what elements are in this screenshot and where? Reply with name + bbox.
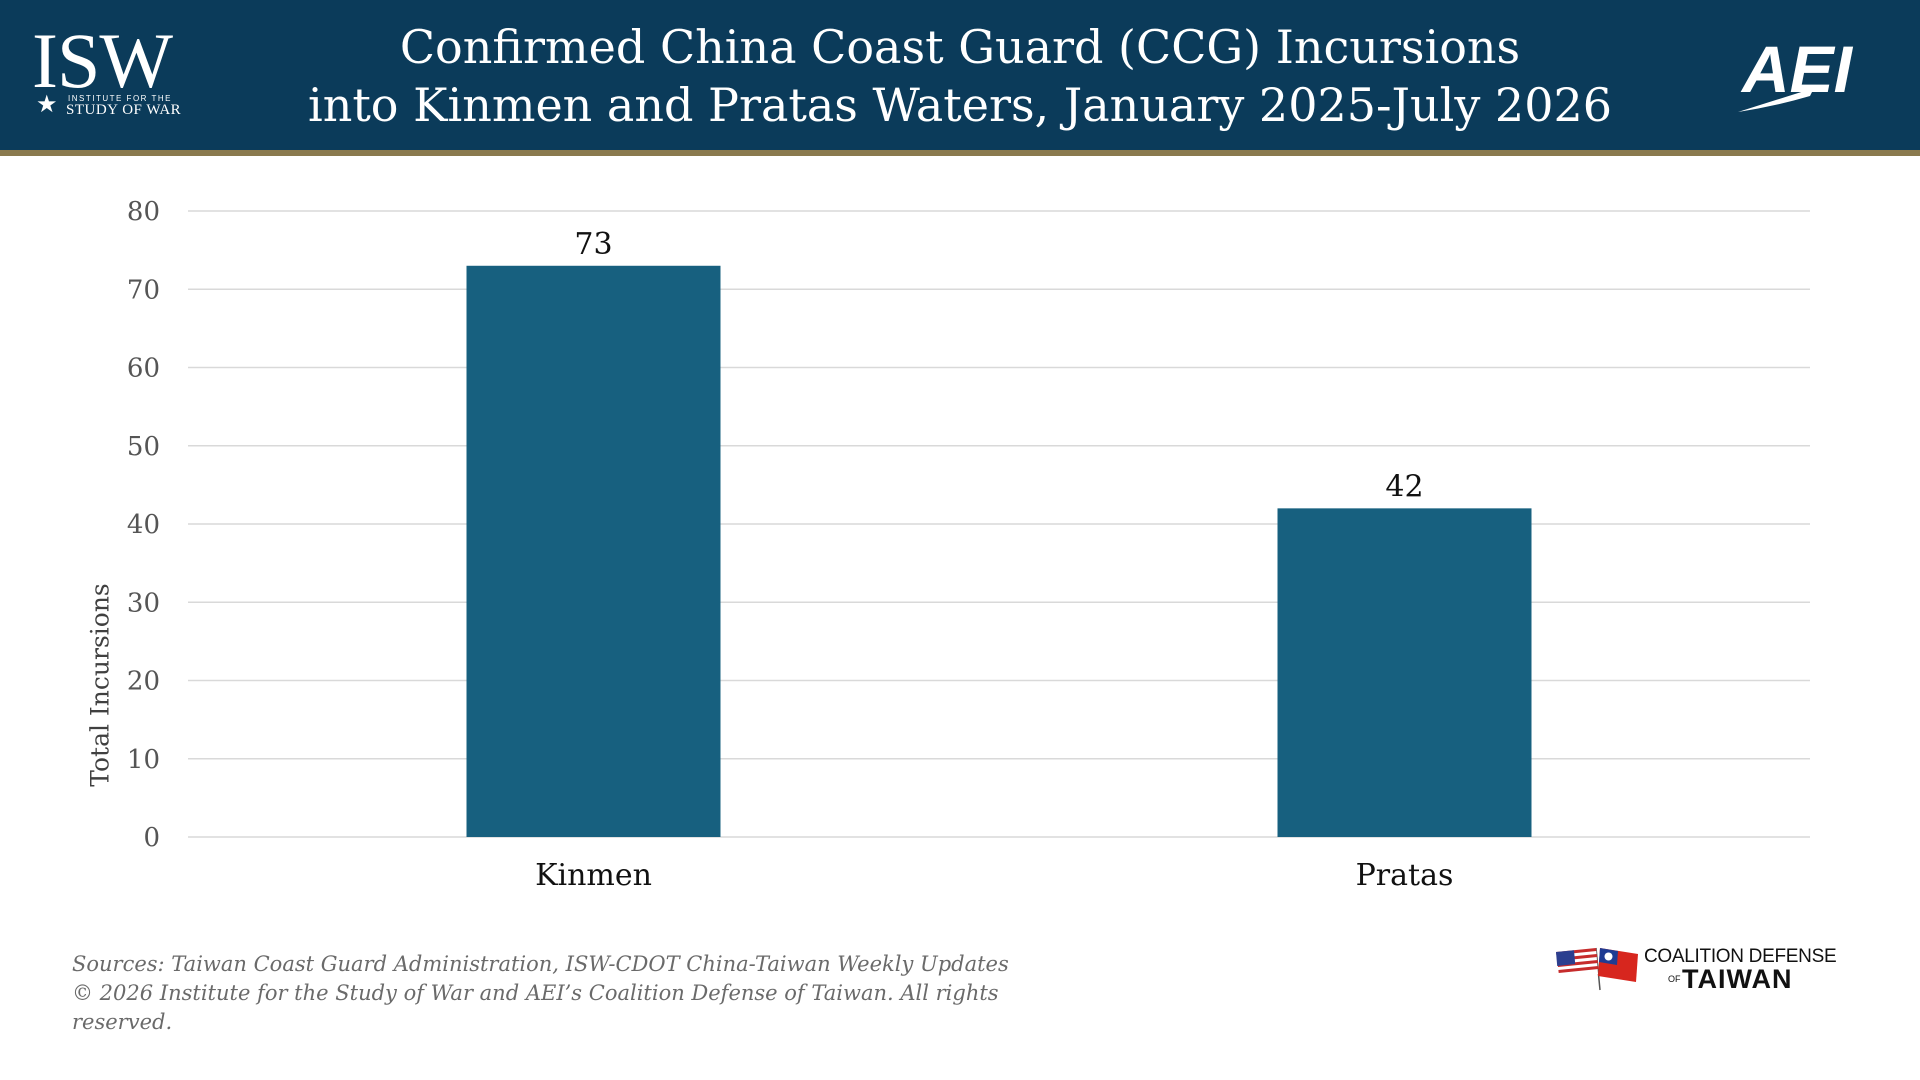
aei-logo: AEI (1738, 32, 1854, 112)
y-axis-label: Total Incursions (85, 583, 115, 787)
sources-line-1: Sources: Taiwan Coast Guard Administrati… (72, 952, 1009, 976)
y-tick-label: 0 (143, 823, 160, 853)
chart-title-line-1: Confirmed China Coast Guard (CCG) Incurs… (399, 20, 1521, 74)
copyright-line-3: reserved. (72, 1010, 173, 1034)
y-tick-label: 10 (127, 745, 160, 775)
cdt-logo-line-1: COALITION DEFENSE (1644, 946, 1837, 967)
cdt-logo-line-2: TAIWAN (1682, 964, 1793, 994)
aei-logo-text: AEI (1740, 32, 1854, 106)
x-tick-label: Kinmen (535, 858, 652, 893)
x-tick-label: Pratas (1356, 858, 1454, 893)
header-divider (0, 150, 1920, 156)
chart-area: 0 10 20 30 40 50 60 70 80 73 Kinmen 42 Pratas Total … (0, 160, 1920, 920)
cdt-logo-of: OF (1668, 974, 1681, 984)
header-banner: ISW ★ INSTITUTE FOR THE STUDY OF WAR Con… (0, 0, 1920, 150)
chart-title-line-2: into Kinmen and Pratas Waters, January 2… (307, 78, 1612, 132)
y-tick-label: 70 (127, 275, 160, 305)
data-label: 73 (574, 227, 612, 262)
taiwan-flag-icon (1598, 948, 1638, 982)
y-tick-label: 20 (127, 667, 160, 697)
flags-icon (1556, 947, 1638, 991)
copyright-line-2: © 2026 Institute for the Study of War an… (72, 981, 999, 1005)
isw-logo-letters: ISW (32, 17, 173, 104)
star-icon: ★ (36, 90, 58, 118)
y-tick-label: 80 (127, 197, 160, 227)
y-tick-label: 60 (127, 354, 160, 384)
isw-logo: ISW ★ INSTITUTE FOR THE STUDY OF WAR (32, 22, 212, 122)
sources-note: Sources: Taiwan Coast Guard Administrati… (72, 950, 1072, 1037)
y-tick-label: 30 (127, 588, 160, 618)
bar-kinmen (466, 265, 721, 837)
data-label: 42 (1385, 469, 1423, 504)
bar-chart: 0 10 20 30 40 50 60 70 80 73 Kinmen 42 Pratas (127, 197, 1810, 893)
chart-title: Confirmed China Coast Guard (CCG) Incurs… (300, 18, 1620, 134)
coalition-defense-of-taiwan-logo: COALITION DEFENSE OF TAIWAN (1552, 940, 1892, 996)
y-tick-label: 40 (127, 510, 160, 540)
y-tick-label: 50 (127, 432, 160, 462)
isw-logo-subtitle-1: INSTITUTE FOR THE (68, 94, 173, 103)
isw-logo-subtitle-2: STUDY OF WAR (66, 102, 182, 118)
bar-pratas (1277, 508, 1532, 837)
us-flag-icon (1556, 948, 1599, 978)
